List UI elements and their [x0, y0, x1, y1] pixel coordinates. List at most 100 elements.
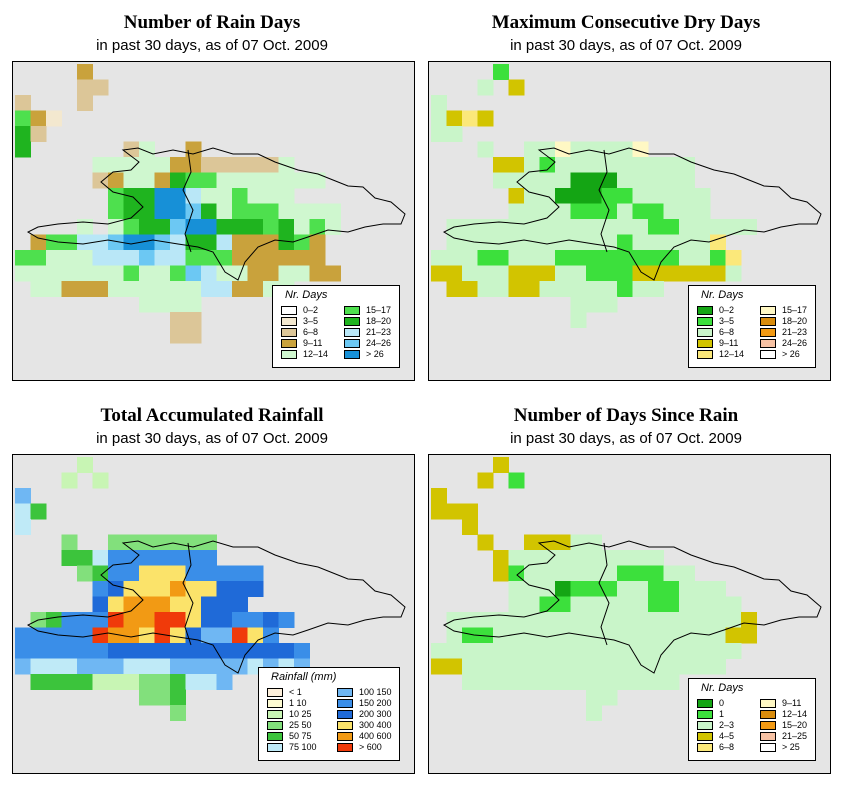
grid-cell [508, 79, 525, 96]
grid-cell [185, 312, 202, 328]
grid-cell [123, 643, 140, 659]
grid-cell [586, 596, 602, 613]
grid-cell [108, 250, 124, 266]
grid-cell [201, 188, 217, 204]
grid-cell [61, 472, 78, 489]
grid-cell [555, 157, 571, 173]
grid-cell [185, 172, 202, 189]
grid-cell [694, 234, 711, 251]
legend-swatch [697, 306, 713, 315]
grid-cell [294, 203, 310, 220]
legend-swatch [697, 710, 713, 719]
grid-cell [586, 643, 602, 659]
grid-cell [309, 265, 326, 282]
grid-cell [741, 219, 757, 235]
grid-cell [508, 596, 525, 613]
grid-cell [601, 281, 618, 297]
grid-cell [508, 203, 525, 220]
grid-cell [154, 203, 171, 220]
grid-cell [586, 534, 602, 551]
map-title-days-since-rain: Number of Days Since Rain [513, 405, 739, 426]
grid-cell [30, 281, 47, 297]
grid-cell [154, 596, 171, 613]
grid-cell [508, 627, 525, 644]
grid-cell [555, 172, 571, 189]
grid-cell [185, 581, 202, 597]
grid-cell [92, 674, 109, 690]
grid-cell [77, 457, 93, 473]
grid-cell [586, 219, 602, 235]
grid-cell [508, 643, 525, 659]
grid-cell [232, 203, 248, 220]
grid-cell [123, 203, 140, 220]
grid-cell [139, 219, 155, 235]
grid-cell [61, 265, 78, 282]
grid-cell [185, 327, 202, 344]
map-subtitle-rain-days: in past 30 days, as of 07 Oct. 2009 [96, 37, 328, 54]
grid-cell [92, 627, 109, 644]
grid-cell [263, 188, 279, 204]
grid-cell [77, 643, 93, 659]
grid-cell [493, 674, 509, 690]
grid-cell [108, 157, 124, 173]
map-subtitle-dry-days: in past 30 days, as of 07 Oct. 2009 [510, 37, 742, 54]
grid-cell [493, 234, 509, 251]
grid-cell [123, 250, 140, 266]
grid-cell [524, 627, 540, 644]
grid-cell [30, 250, 47, 266]
grid-cell [462, 503, 478, 520]
grid-cell [725, 627, 742, 644]
grid-cell [601, 296, 618, 313]
grid-map [431, 457, 822, 721]
grid-cell [539, 612, 556, 628]
grid-cell [154, 565, 171, 582]
grid-cell [493, 157, 509, 173]
legend-label: > 25 [782, 742, 800, 752]
grid-cell [216, 234, 233, 251]
grid-cell [462, 643, 478, 659]
grid-cell [477, 658, 494, 675]
grid-cell [247, 157, 264, 173]
grid-cell [462, 612, 478, 628]
grid-cell [462, 658, 478, 675]
legend-label: 15–20 [782, 720, 808, 730]
grid-cell [555, 674, 571, 690]
grid-cell [247, 565, 264, 582]
grid-cell [617, 581, 633, 597]
grid-cell [710, 581, 726, 597]
grid-cell [61, 643, 78, 659]
legend-label: > 26 [366, 349, 384, 359]
grid-cell [247, 203, 264, 220]
grid-cell [555, 250, 571, 266]
legend-swatch [344, 317, 360, 326]
grid-cell [30, 234, 47, 251]
legend-swatch [697, 732, 713, 741]
grid-cell [170, 172, 186, 189]
grid-cell [539, 157, 556, 173]
grid-cell [508, 250, 525, 266]
legend-label: 6–8 [719, 327, 735, 337]
grid-cell [663, 627, 680, 644]
grid-cell [508, 612, 525, 628]
grid-cell [493, 64, 509, 80]
grid-cell [170, 188, 186, 204]
grid-cell [632, 188, 649, 204]
grid-cell [46, 627, 62, 644]
grid-cell [648, 281, 664, 297]
grid-cell [201, 157, 217, 173]
grid-cell [431, 95, 447, 111]
grid-cell [185, 250, 202, 266]
grid-cell [15, 643, 31, 659]
grid-cell [170, 565, 186, 582]
grid-cell [108, 172, 124, 189]
grid-cell [139, 581, 155, 597]
grid-cell [508, 658, 525, 675]
grid-cell [201, 627, 217, 644]
grid-cell [92, 658, 109, 675]
grid-cell [431, 110, 447, 127]
grid-cell [570, 219, 587, 235]
grid-cell [77, 234, 93, 251]
grid-cell [170, 550, 186, 566]
map-subtitle-days-since-rain: in past 30 days, as of 07 Oct. 2009 [510, 430, 742, 447]
grid-cell [123, 612, 140, 628]
